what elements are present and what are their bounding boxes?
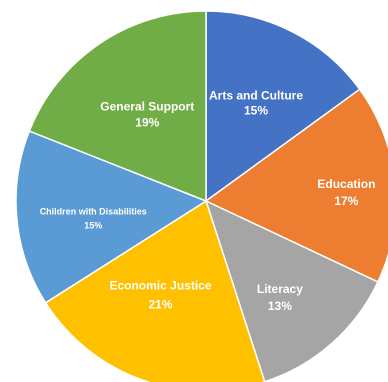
pie-slice-arts-and-culture <box>205 10 361 203</box>
slice-category-label: General Support <box>100 100 194 114</box>
slice-category-label: Arts and Culture <box>209 88 303 102</box>
pie-slice-education <box>204 88 388 283</box>
pie-slice-literacy <box>204 199 379 382</box>
slice-percent-label: 15% <box>244 103 268 117</box>
slice-category-label: Economic Justice <box>109 279 211 293</box>
slice-percent-label: 19% <box>135 116 159 130</box>
slice-percent-label: 17% <box>334 194 358 208</box>
pie-slice-general-support <box>28 10 207 203</box>
slice-category-label: Literacy <box>257 282 303 296</box>
pie-slices <box>15 10 388 382</box>
slice-category-label: Education <box>317 177 375 191</box>
slice-category-label: Children with Disabilities <box>40 207 147 217</box>
slice-percent-label: 15% <box>84 221 102 231</box>
pie-labels: Arts and Culture15%Education17%Literacy1… <box>40 88 376 313</box>
slice-percent-label: 21% <box>148 298 172 312</box>
slice-percent-label: 13% <box>268 299 292 313</box>
pie-slice-children-with-disabilities <box>15 130 208 304</box>
pie-slice-economic-justice <box>44 199 266 382</box>
